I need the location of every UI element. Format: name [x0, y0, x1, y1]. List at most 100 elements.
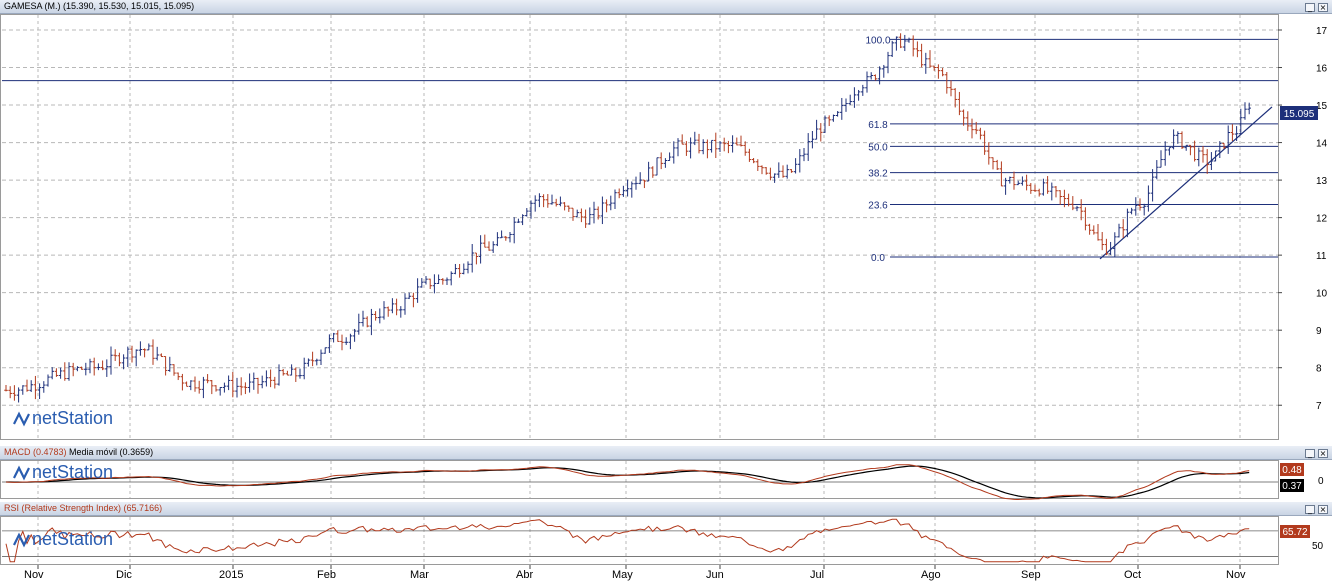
ohlc-bar	[336, 330, 340, 342]
ohlc-bar	[96, 363, 101, 371]
ohlc-bar	[184, 381, 189, 387]
ohlc-bar	[966, 111, 970, 131]
price-last-value: 15.095	[1284, 109, 1315, 120]
ohlc-bar	[1134, 197, 1138, 216]
ohlc-bar	[151, 339, 155, 365]
ohlc-bar	[1201, 145, 1205, 163]
x-tick-label: Oct	[1124, 569, 1141, 581]
ohlc-bar	[688, 137, 693, 159]
ohlc-bar	[642, 179, 647, 189]
ohlc-bar	[814, 119, 819, 140]
ohlc-bar	[239, 377, 243, 396]
ohlc-bar	[651, 166, 655, 178]
ohlc-bar	[411, 292, 416, 308]
ohlc-bar	[399, 306, 403, 318]
ohlc-bar	[1218, 141, 1222, 159]
ohlc-bar	[4, 384, 8, 392]
ohlc-bar	[945, 71, 949, 94]
ohlc-bar	[142, 348, 147, 358]
ohlc-bar	[390, 298, 395, 314]
ohlc-bar	[886, 51, 890, 74]
ohlc-bar	[529, 200, 533, 219]
ohlc-bar	[861, 84, 865, 96]
ohlc-bar	[1180, 131, 1184, 150]
rsi-value: 65.72	[1282, 527, 1307, 538]
minimize-icon[interactable]: _	[1305, 3, 1315, 12]
ohlc-bar	[995, 159, 999, 171]
ohlc-bar	[327, 334, 332, 353]
ohlc-bar	[953, 88, 957, 108]
ohlc-bar	[1075, 205, 1079, 212]
ohlc-bar	[638, 172, 642, 185]
ohlc-bar	[869, 72, 873, 80]
ohlc-bar	[462, 263, 466, 275]
ohlc-bar	[907, 37, 911, 43]
ohlc-bar	[621, 185, 626, 197]
ohlc-bar	[655, 157, 659, 176]
ohlc-bar	[365, 316, 369, 328]
ohlc-bar	[819, 123, 823, 142]
x-tick-label: Nov	[24, 569, 44, 581]
ohlc-bar	[130, 345, 134, 363]
ohlc-bar	[382, 301, 386, 320]
ohlc-bar	[256, 377, 260, 394]
ohlc-bar	[894, 36, 899, 51]
ohlc-bar	[281, 369, 285, 376]
ohlc-bar	[197, 380, 201, 394]
ohlc-bar	[583, 209, 588, 228]
rsi-panel-header: RSI (Relative Strength Index) (65.7166) …	[0, 502, 1332, 516]
ohlc-bar	[29, 380, 33, 392]
close-icon[interactable]: ×	[1318, 449, 1328, 458]
ohlc-bar	[982, 130, 987, 155]
y-tick-label: 10	[1316, 289, 1328, 300]
ohlc-bar	[294, 367, 298, 382]
ohlc-bar	[508, 232, 512, 243]
y-tick-label: 16	[1316, 64, 1328, 75]
ohlc-bar	[865, 71, 869, 93]
minimize-icon[interactable]: _	[1305, 449, 1315, 458]
watermark-text: netStation	[32, 462, 113, 482]
ohlc-bar	[525, 208, 529, 217]
ohlc-bar	[453, 263, 458, 275]
macd-lines	[2, 464, 1278, 501]
ohlc-bar	[516, 218, 521, 223]
ohlc-bar	[768, 167, 773, 181]
macd-zero-tick: 0	[1318, 476, 1324, 487]
ohlc-bar	[751, 157, 756, 164]
ohlc-bar	[432, 274, 437, 294]
ohlc-bar	[932, 65, 936, 71]
ohlc-bar	[1087, 223, 1092, 235]
ohlc-bar	[1117, 223, 1121, 238]
minimize-icon[interactable]: _	[1305, 505, 1315, 514]
ohlc-bar	[428, 278, 432, 290]
ohlc-bar	[193, 376, 197, 392]
fib-level-label: 0.0	[871, 253, 885, 264]
ohlc-bar	[676, 138, 680, 157]
macd-ma-title: Media móvil (0.3659)	[69, 447, 154, 457]
ohlc-bar	[798, 149, 802, 173]
ohlc-bar	[600, 196, 605, 225]
ohlc-bar	[873, 74, 878, 81]
ohlc-bar	[546, 194, 550, 208]
ohlc-bar	[903, 34, 907, 52]
ohlc-bar	[844, 98, 848, 112]
ohlc-bar	[222, 382, 227, 393]
close-icon[interactable]: ×	[1318, 3, 1328, 12]
watermark-text: netStation	[32, 529, 113, 549]
ohlc-bar	[470, 244, 474, 273]
ohlc-bar	[264, 370, 269, 387]
ohlc-bar	[1213, 150, 1218, 162]
ohlc-bar	[1071, 196, 1075, 211]
ohlc-bar	[806, 133, 810, 161]
ohlc-bar	[928, 50, 932, 68]
close-icon[interactable]: ×	[1318, 505, 1328, 514]
ohlc-bar	[25, 379, 29, 392]
price-bars	[4, 33, 1251, 403]
ohlc-bar	[1100, 231, 1104, 251]
x-tick-label: Mar	[410, 569, 429, 581]
ohlc-bar	[940, 67, 945, 77]
ohlc-bar	[117, 352, 122, 367]
ohlc-bar	[634, 176, 638, 190]
price-last-value-box	[1280, 106, 1318, 120]
ohlc-bar	[1234, 126, 1239, 142]
